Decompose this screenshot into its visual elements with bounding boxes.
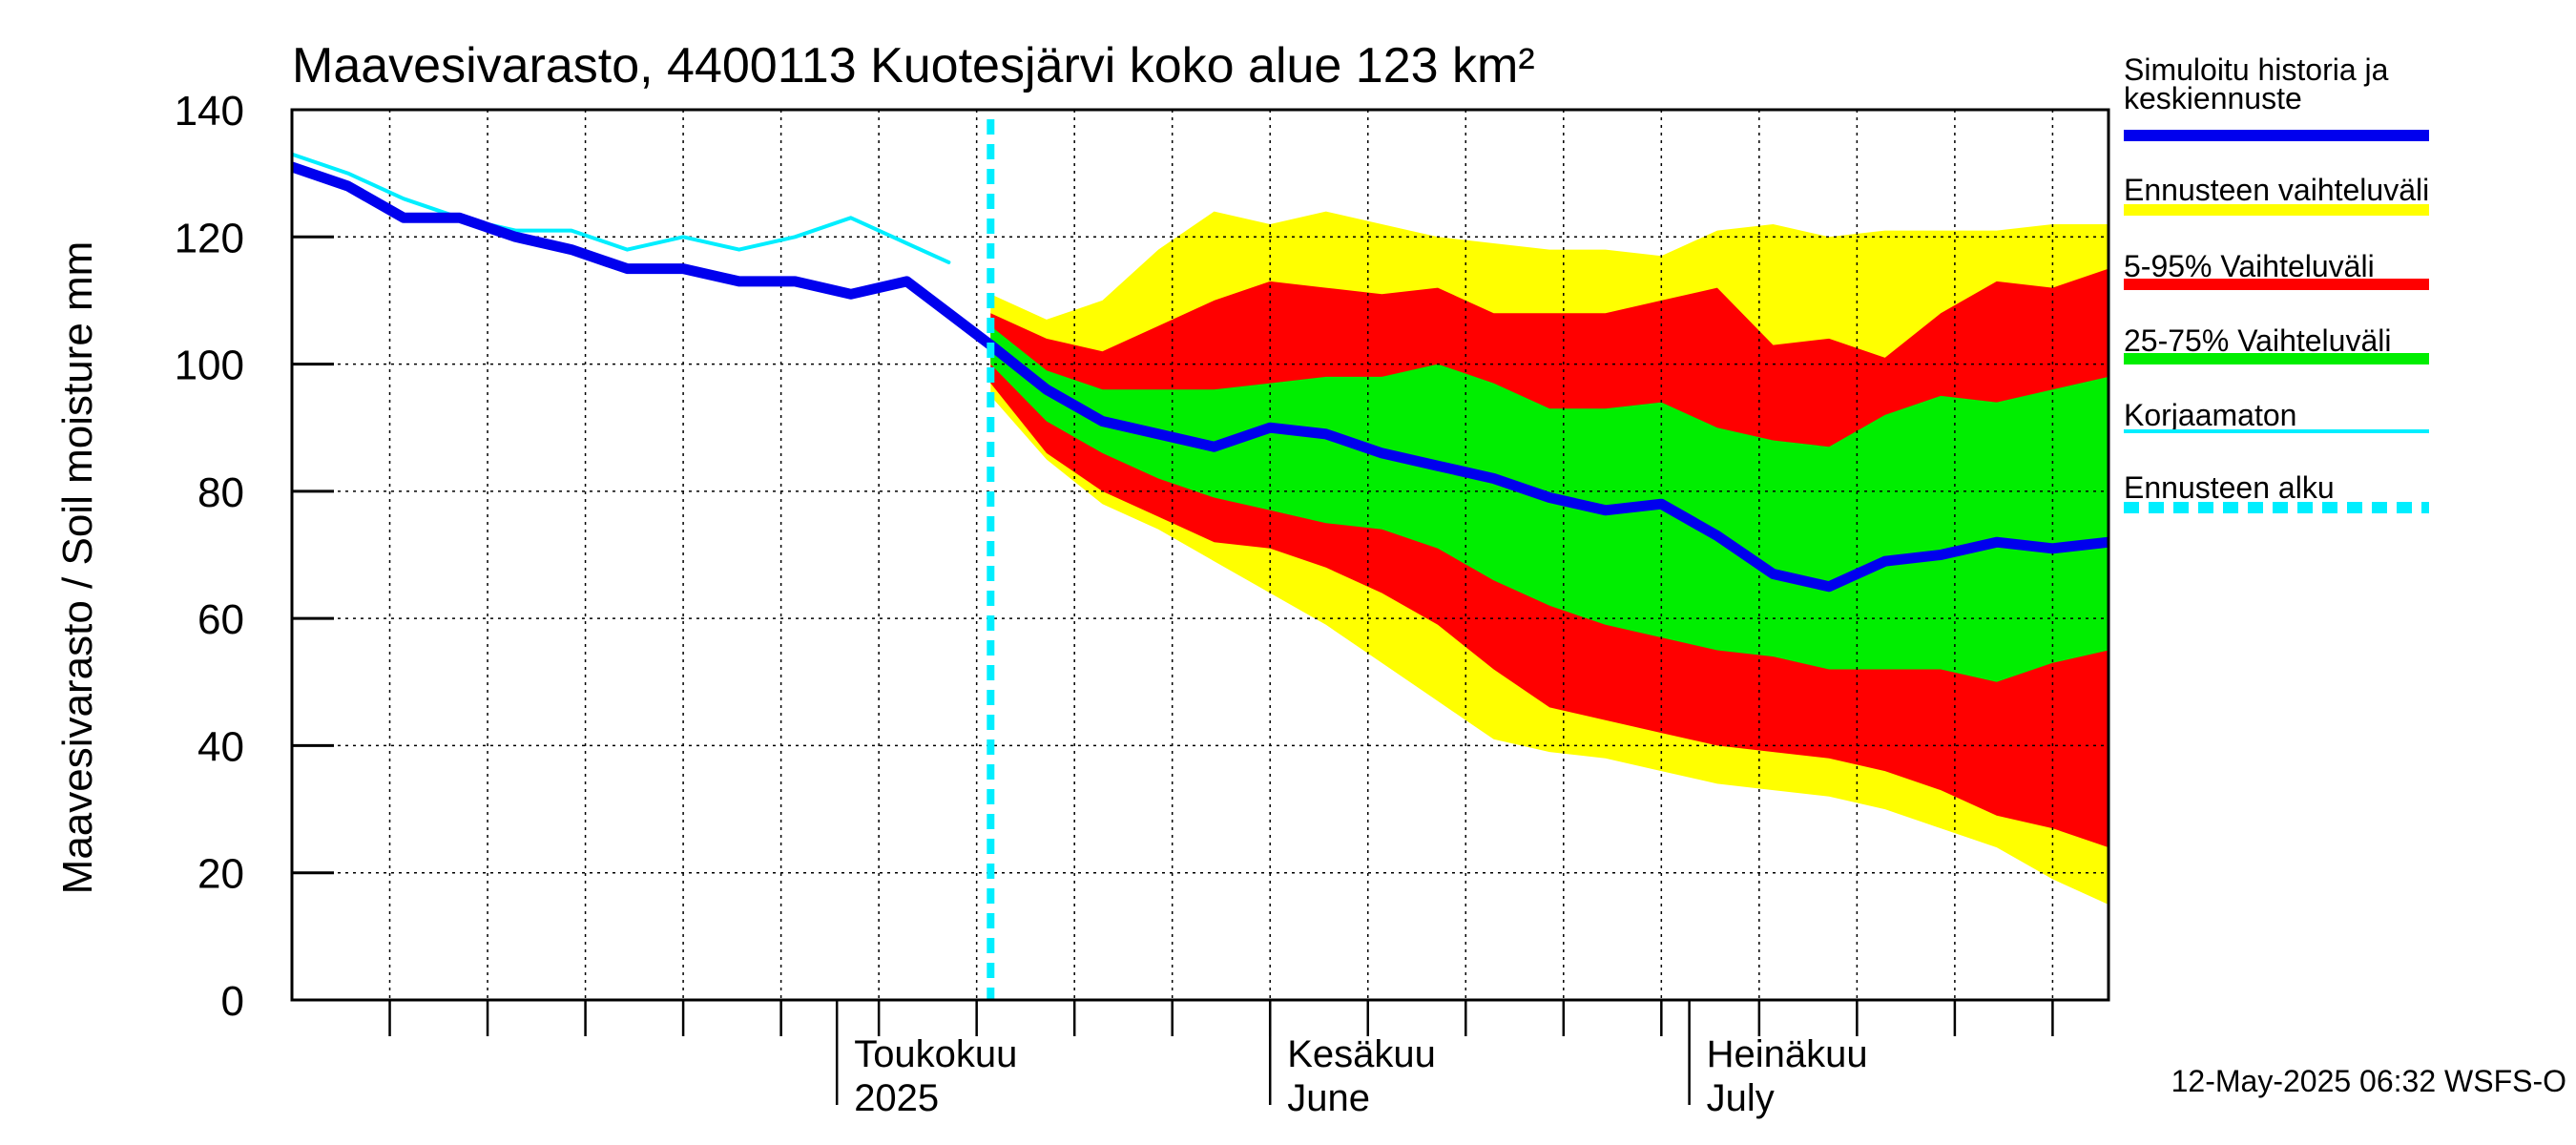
y-tick-label: 120 [175,215,244,261]
legend-label: Korjaamaton [2124,398,2296,432]
x-year-label: July [1707,1077,1775,1119]
y-tick-label: 80 [197,469,244,516]
plot-frame [290,108,2110,1002]
median-forecast-line [985,340,2109,593]
y-tick-label: 100 [175,343,244,389]
x-month-label: Heinäkuu [1707,1033,1868,1075]
legend-label: Ennusteen vaihteluväli [2124,173,2429,207]
history-line [292,161,996,351]
y-axis-label: Maavesivarasto / Soil moisture mm [54,241,101,895]
y-axis: 0 20 40 60 80 100 120 140 [175,88,334,1025]
legend-label: keskiennuste [2124,81,2302,115]
y-tick-label: 0 [221,978,244,1025]
chart-title: Maavesivarasto, 4400113 Kuotesjärvi koko… [292,38,1535,94]
x-year-label: June [1287,1077,1370,1119]
x-year-label: 2025 [854,1077,939,1119]
uncorrected-line [292,152,951,264]
band-25-75 [990,325,2109,682]
series-lines [292,119,2109,1000]
x-month-label: Toukokuu [854,1033,1017,1075]
y-tick-label: 40 [197,723,244,770]
legend-label: Simuloitu historia ja [2124,52,2389,87]
legend-label: 5-95% Vaihteluväli [2124,249,2375,283]
y-tick-label: 140 [175,88,244,135]
y-tick-label: 20 [197,851,244,898]
plot-area [290,108,2110,1002]
grid [292,110,2109,1000]
y-tick-label: 60 [197,596,244,643]
x-month-label: Kesäkuu [1287,1033,1436,1075]
legend-label: Ennusteen alku [2124,470,2335,505]
timestamp: 12-May-2025 06:32 WSFS-O [2171,1064,2566,1098]
legend-label: 25-75% Vaihteluväli [2124,323,2391,358]
